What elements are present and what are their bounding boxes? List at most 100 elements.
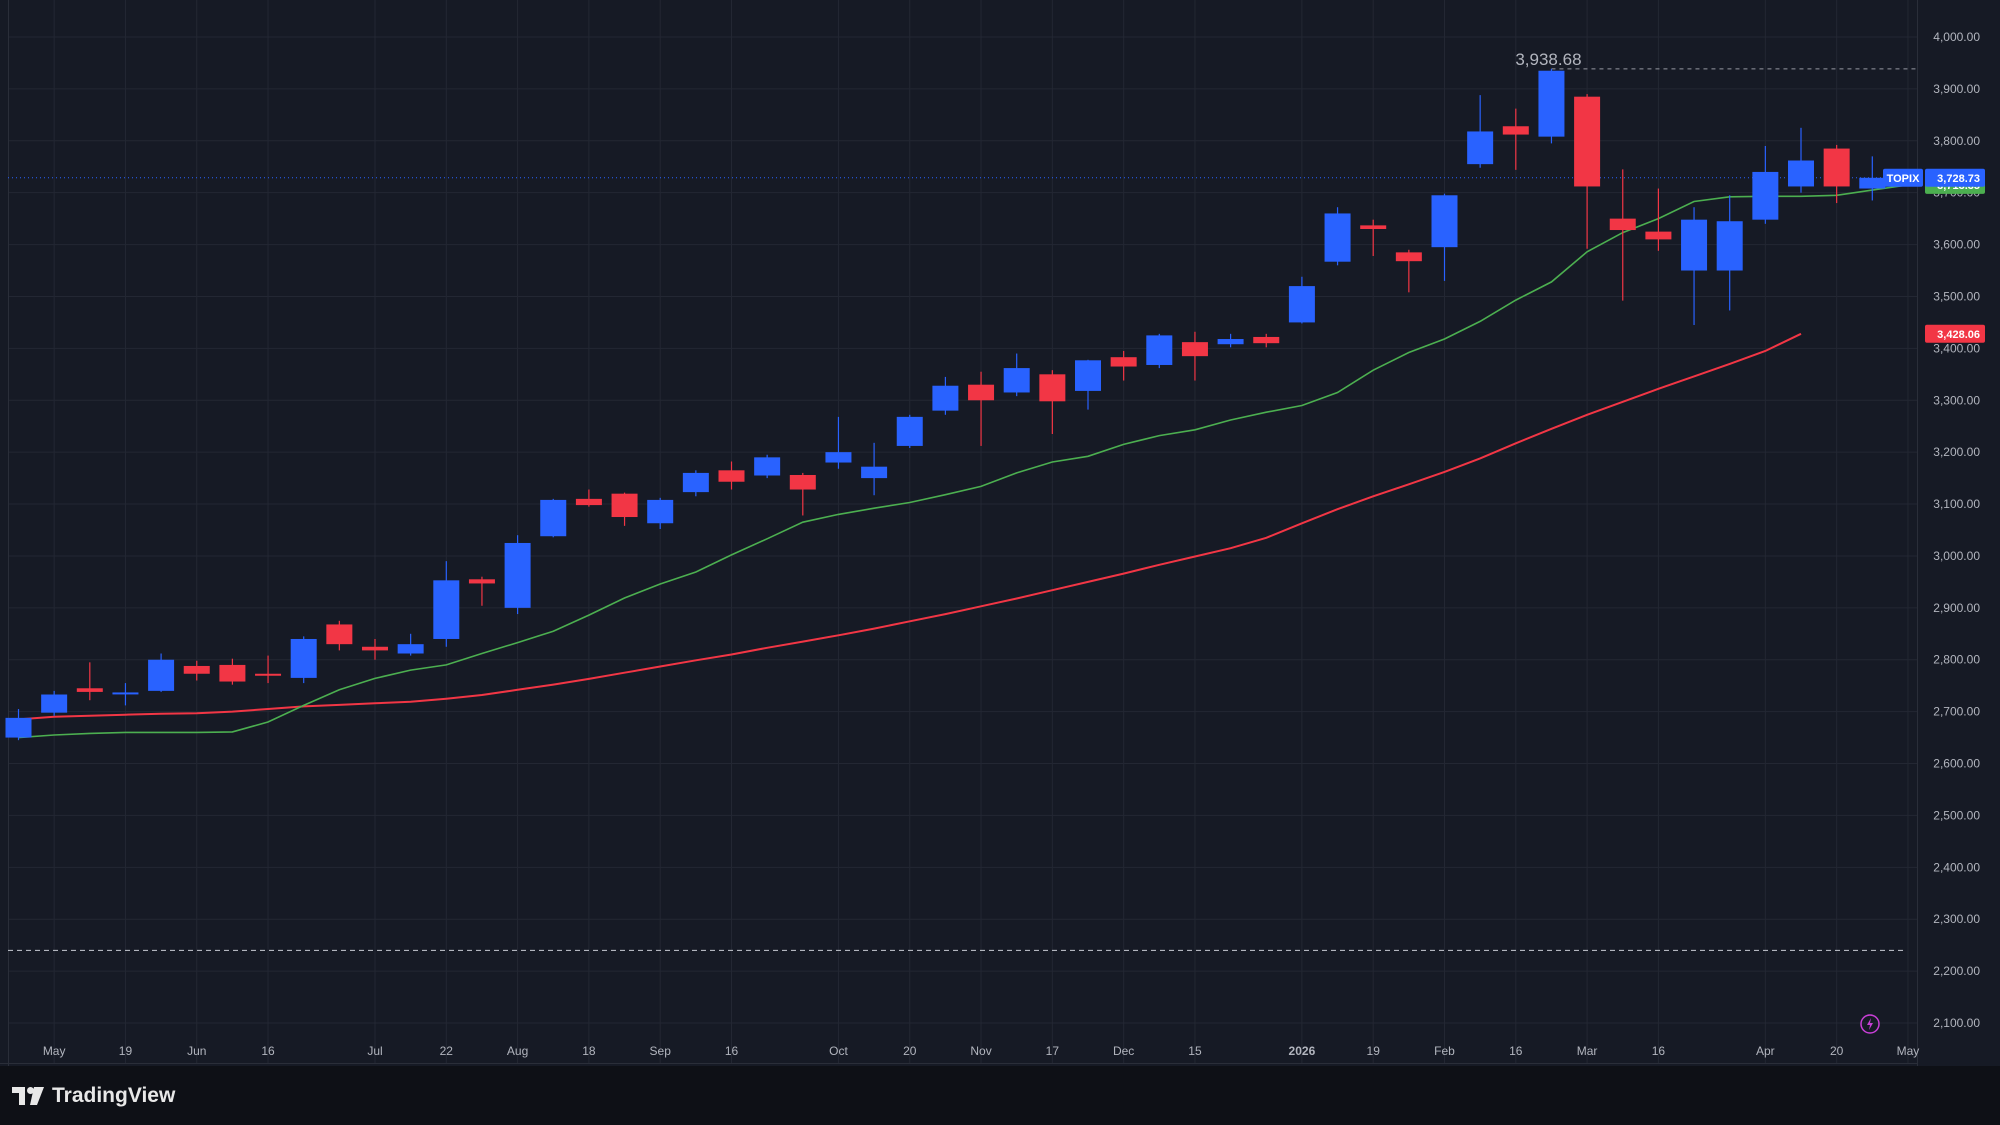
candle-body bbox=[504, 542, 531, 608]
candle bbox=[1788, 127, 1814, 193]
y-tick-label: 3,300.00 bbox=[1933, 393, 1980, 407]
candle bbox=[433, 561, 460, 647]
ma-short-line bbox=[18, 184, 1909, 739]
candle-body bbox=[112, 692, 139, 695]
candle-body bbox=[1181, 342, 1208, 357]
candle bbox=[397, 633, 424, 656]
candle bbox=[219, 658, 246, 685]
footer-bar: TradingView bbox=[0, 1066, 2000, 1125]
x-tick-label: 19 bbox=[119, 1044, 133, 1058]
x-tick-label: 20 bbox=[903, 1044, 917, 1058]
ma-long-tag-label: 3,428.06 bbox=[1937, 329, 1980, 341]
candle-body bbox=[76, 688, 103, 692]
candle bbox=[183, 660, 210, 681]
candle bbox=[825, 416, 852, 469]
candle bbox=[1110, 350, 1137, 381]
x-tick-label: Aug bbox=[507, 1044, 528, 1058]
candle bbox=[1039, 370, 1066, 434]
y-tick-label: 2,600.00 bbox=[1933, 757, 1980, 771]
y-tick-label: 3,100.00 bbox=[1933, 497, 1980, 511]
x-tick-label: 18 bbox=[582, 1044, 596, 1058]
candle bbox=[682, 470, 709, 497]
candle bbox=[611, 492, 638, 526]
candle-body bbox=[1075, 360, 1101, 391]
candle-body bbox=[682, 472, 709, 493]
y-tick-label: 3,900.00 bbox=[1933, 82, 1980, 96]
candle-body bbox=[1609, 218, 1636, 231]
candles-group bbox=[5, 68, 1886, 741]
candle bbox=[1324, 207, 1351, 266]
candle-body bbox=[789, 474, 816, 490]
x-tick-label: Jul bbox=[367, 1044, 382, 1058]
candle-body bbox=[41, 694, 68, 713]
y-tick-label: 4,000.00 bbox=[1933, 30, 1980, 44]
candle bbox=[362, 638, 388, 660]
price-tags: 3,713.35 TOPIX 3,728.73 3,428.06 bbox=[1883, 168, 1985, 343]
candle-body bbox=[1253, 336, 1280, 344]
last-price-tag-label: 3,728.73 bbox=[1937, 173, 1980, 185]
candle-body bbox=[1574, 96, 1601, 187]
tradingview-logo[interactable]: TradingView bbox=[12, 1084, 175, 1108]
candle bbox=[255, 655, 282, 684]
candle-body bbox=[611, 493, 638, 518]
candle bbox=[1360, 219, 1387, 256]
symbol-tag-label: TOPIX bbox=[1887, 173, 1920, 185]
candle-body bbox=[1502, 126, 1529, 135]
candle-body bbox=[932, 385, 959, 411]
candle-body bbox=[290, 638, 317, 678]
candle bbox=[1716, 195, 1743, 311]
x-tick-label: Jun bbox=[187, 1044, 206, 1058]
candle-body bbox=[1360, 225, 1387, 230]
candle bbox=[896, 414, 923, 449]
x-tick-label: Apr bbox=[1756, 1044, 1775, 1058]
candle-body bbox=[1288, 286, 1315, 323]
candle-body bbox=[183, 665, 210, 674]
candle bbox=[41, 690, 68, 716]
candle-body bbox=[1003, 368, 1030, 393]
candle-body bbox=[968, 384, 995, 401]
candle bbox=[76, 662, 103, 701]
candle bbox=[326, 620, 353, 651]
candle-body bbox=[1395, 252, 1422, 262]
candle-body bbox=[1716, 221, 1743, 271]
candle-body bbox=[326, 624, 353, 645]
grid-lines bbox=[0, 0, 1918, 1066]
candle-body bbox=[1324, 213, 1351, 262]
x-tick-label: Dec bbox=[1113, 1044, 1134, 1058]
candle-body bbox=[754, 457, 781, 476]
candle-body bbox=[1681, 219, 1708, 271]
x-tick-label: Mar bbox=[1577, 1044, 1598, 1058]
candle-body bbox=[1752, 171, 1779, 220]
candle-body bbox=[1217, 339, 1244, 345]
candle-body bbox=[362, 646, 388, 651]
candle-body bbox=[1859, 177, 1886, 189]
symbol-tag bbox=[1883, 168, 1923, 187]
candle bbox=[1752, 145, 1779, 224]
ma-long-line bbox=[18, 332, 1802, 721]
y-tick-label: 2,700.00 bbox=[1933, 705, 1980, 719]
candle bbox=[468, 576, 495, 606]
y-tick-label: 3,000.00 bbox=[1933, 549, 1980, 563]
brand-name: TradingView bbox=[52, 1083, 176, 1107]
y-tick-label: 3,400.00 bbox=[1933, 341, 1980, 355]
candle-body bbox=[219, 664, 246, 682]
candle bbox=[540, 498, 567, 538]
candle bbox=[1431, 193, 1458, 281]
tradingview-logo-icon bbox=[12, 1086, 44, 1105]
price-chart[interactable]: 3,938.68 2,100.00 2,200.00 2,300.00 2,400.0… bbox=[0, 0, 2000, 1066]
x-tick-label: 22 bbox=[440, 1044, 454, 1058]
candle bbox=[290, 636, 317, 684]
x-tick-label: 16 bbox=[1509, 1044, 1523, 1058]
y-tick-label: 2,100.00 bbox=[1933, 1016, 1980, 1030]
x-tick-label: 16 bbox=[1652, 1044, 1666, 1058]
y-tick-label: 2,800.00 bbox=[1933, 653, 1980, 667]
candle-body bbox=[896, 416, 923, 446]
candle-body bbox=[825, 452, 852, 463]
x-axis[interactable]: May 19 Jun 16 Jul 22 Aug 18 Sep 16 Oct 20 Nov 17 Dec 15… bbox=[43, 1044, 1919, 1058]
candle bbox=[1823, 144, 1850, 204]
lightning-alert-button[interactable] bbox=[1860, 1014, 1880, 1034]
candle bbox=[1075, 359, 1101, 410]
candle bbox=[1217, 333, 1244, 348]
candle bbox=[789, 472, 816, 516]
candle-body bbox=[468, 579, 495, 584]
